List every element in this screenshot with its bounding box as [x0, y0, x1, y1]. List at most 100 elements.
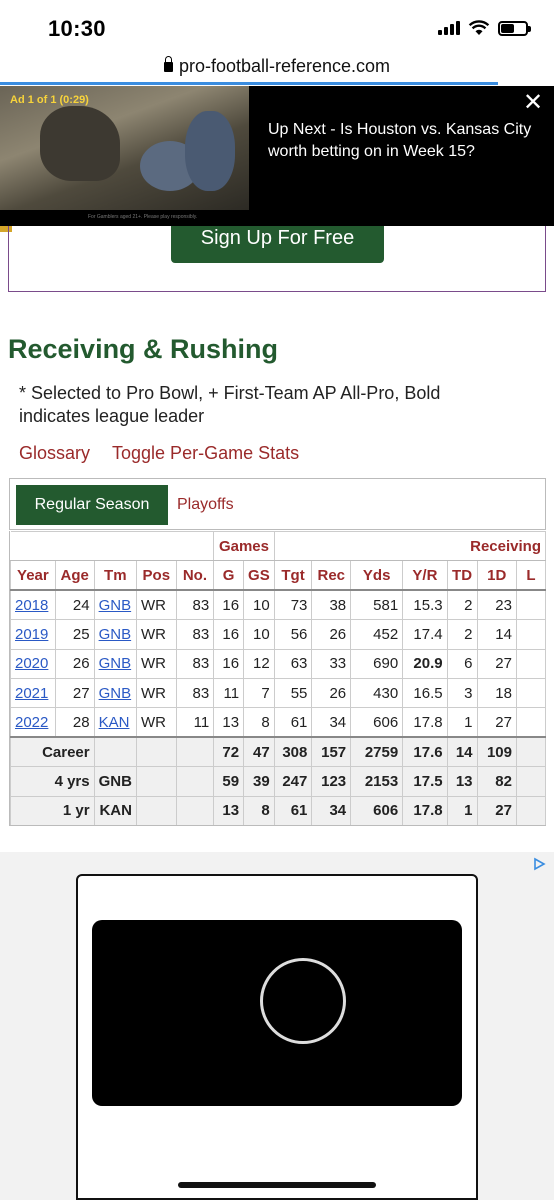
- glossary-link[interactable]: Glossary: [19, 443, 91, 463]
- cell-no: 83: [175, 648, 215, 679]
- home-indicator[interactable]: [178, 1182, 376, 1188]
- cell-year: 2021: [10, 677, 56, 709]
- cell-age: 27: [54, 677, 95, 709]
- totals-td: 13: [446, 766, 478, 797]
- url-domain: pro-football-reference.com: [178, 56, 391, 76]
- column-header[interactable]: Yds: [350, 560, 404, 592]
- close-icon[interactable]: ✕: [522, 89, 544, 116]
- team-link[interactable]: KAN: [98, 713, 130, 731]
- totals-g: 59: [213, 766, 245, 797]
- table-row: 2020 26 GNB WR 83 16 12 63 33 690 20.9 6 27: [10, 648, 546, 679]
- tab-regular-season[interactable]: Regular Season: [16, 485, 168, 525]
- signup-box: Sign Up For Free: [8, 226, 546, 292]
- totals-tgt: 308: [273, 736, 313, 768]
- table-row: 2021 27 GNB WR 83 11 7 55 26 430 16.5 3 18: [10, 677, 546, 709]
- year-link[interactable]: 2018: [15, 596, 49, 614]
- totals-label: 1 yr: [10, 795, 95, 825]
- cell-rec: 26: [311, 677, 352, 709]
- year-link[interactable]: 2020: [15, 655, 49, 673]
- totals-fd: 109: [476, 736, 517, 768]
- totals-g: 13: [213, 795, 245, 825]
- totals-g: 72: [213, 736, 245, 768]
- ad-video-screen[interactable]: [92, 920, 462, 1106]
- column-header[interactable]: Tm: [93, 560, 137, 592]
- column-header[interactable]: GS: [243, 560, 275, 592]
- cell-td: 3: [446, 677, 478, 709]
- legend-note: * Selected to Pro Bowl, + First-Team AP …: [19, 383, 441, 426]
- page-load-progress: [0, 82, 498, 85]
- cell-tgt: 61: [273, 707, 313, 738]
- column-header[interactable]: Age: [54, 560, 95, 592]
- video-ad[interactable]: Ad 1 of 1 (0:29) ✕ Up Next - Is Houston …: [0, 86, 554, 226]
- cell-l: [515, 589, 546, 621]
- totals-row: 1 yr KAN 13 8 61 34 606 17.8 1 27: [10, 795, 546, 825]
- stats-table-container[interactable]: Games Receiving Year Age Tm Pos No. G GS Tgt Rec…: [9, 531, 546, 826]
- column-header[interactable]: Y/R: [402, 560, 448, 592]
- totals-td: 1: [446, 795, 478, 825]
- section-title: Receiving & Rushing: [8, 334, 279, 364]
- cell-fd: 27: [476, 707, 517, 738]
- cell-yr: 20.9: [402, 648, 448, 679]
- adchoices-icon[interactable]: [532, 857, 546, 871]
- ad-phone-frame: [76, 874, 478, 1200]
- totals-td: 14: [446, 736, 478, 768]
- sign-up-button-label: Sign Up For Free: [200, 227, 355, 249]
- year-link[interactable]: 2022: [15, 713, 49, 731]
- totals-yr: 17.6: [402, 736, 448, 768]
- over-header-games: Games: [213, 531, 275, 562]
- year-link[interactable]: 2021: [15, 684, 49, 702]
- column-header[interactable]: Pos: [135, 560, 177, 592]
- column-header[interactable]: G: [213, 560, 245, 592]
- totals-empty: [515, 736, 546, 768]
- totals-empty: [135, 766, 177, 797]
- column-header[interactable]: No.: [175, 560, 215, 592]
- cell-tm: KAN: [93, 707, 137, 738]
- totals-rec: 157: [311, 736, 352, 768]
- cell-tm: GNB: [93, 648, 137, 679]
- column-header[interactable]: L: [515, 560, 546, 592]
- cell-gs: 12: [243, 648, 275, 679]
- totals-team: KAN: [93, 795, 137, 825]
- team-link[interactable]: GNB: [98, 655, 132, 673]
- column-header[interactable]: TD: [446, 560, 478, 592]
- team-link[interactable]: GNB: [98, 625, 132, 643]
- wifi-icon: [468, 20, 490, 35]
- tab-playoffs[interactable]: Playoffs: [177, 496, 234, 513]
- column-header[interactable]: 1D: [476, 560, 517, 592]
- cell-td: 2: [446, 619, 478, 650]
- ad-title[interactable]: Up Next - Is Houston vs. Kansas City wor…: [268, 121, 532, 160]
- url-bar[interactable]: pro-football-reference.com: [0, 56, 554, 84]
- ad-video-thumbnail[interactable]: [0, 86, 249, 210]
- toggle-per-game-link[interactable]: Toggle Per-Game Stats: [112, 443, 300, 463]
- over-header-receiving: Receiving: [273, 531, 546, 562]
- totals-yds: 606: [350, 795, 404, 825]
- table-row: 2019 25 GNB WR 83 16 10 56 26 452 17.4 2 14: [10, 619, 546, 650]
- totals-tgt: 247: [273, 766, 313, 797]
- table-links: Glossary Toggle Per-Game Stats: [19, 443, 299, 464]
- cell-age: 24: [54, 589, 95, 621]
- cell-tgt: 63: [273, 648, 313, 679]
- cell-age: 28: [54, 707, 95, 738]
- status-icons: [438, 20, 531, 36]
- over-header-blank: [10, 531, 214, 562]
- team-link[interactable]: GNB: [98, 684, 132, 702]
- team-link[interactable]: GNB: [98, 596, 132, 614]
- loading-spinner-icon: [260, 958, 346, 1044]
- cell-l: [515, 648, 546, 679]
- column-header[interactable]: Year: [10, 560, 56, 592]
- cell-rec: 33: [311, 648, 352, 679]
- totals-empty: [515, 766, 546, 797]
- ad-caption: For Gamblers aged 21+. Please play respo…: [88, 214, 198, 220]
- totals-empty: [135, 736, 177, 768]
- bottom-ad[interactable]: [0, 852, 554, 1200]
- cell-year: 2019: [10, 619, 56, 650]
- cell-yr: 17.4: [402, 619, 448, 650]
- cell-tgt: 73: [273, 589, 313, 621]
- totals-row: 4 yrs GNB 59 39 247 123 2153 17.5 13 82: [10, 766, 546, 797]
- table-row: 2018 24 GNB WR 83 16 10 73 38 581 15.3 2 23: [10, 589, 546, 621]
- year-link[interactable]: 2019: [15, 625, 49, 643]
- column-header[interactable]: Rec: [311, 560, 352, 592]
- sign-up-button[interactable]: Sign Up For Free: [171, 226, 384, 263]
- column-header[interactable]: Tgt: [273, 560, 313, 592]
- totals-gs: 47: [243, 736, 275, 768]
